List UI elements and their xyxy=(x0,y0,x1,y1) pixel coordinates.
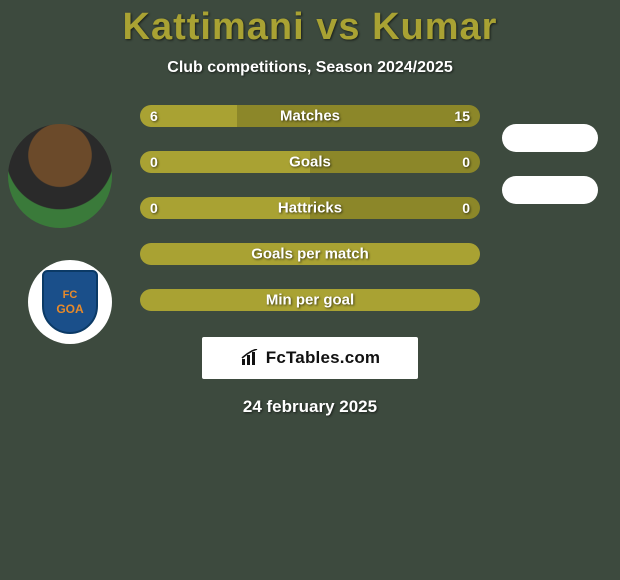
bar-left xyxy=(140,151,310,173)
bar-chart-icon xyxy=(240,349,262,367)
page-title: Kattimani vs Kumar xyxy=(0,0,620,49)
row-label: Goals per match xyxy=(251,246,369,263)
right-pill-1 xyxy=(502,124,598,152)
row-value-left: 0 xyxy=(150,200,158,216)
right-pill-2 xyxy=(502,176,598,204)
row-label: Goals xyxy=(289,154,331,171)
row-label: Matches xyxy=(280,108,340,125)
club-badge-goa: GOA xyxy=(56,303,83,315)
club-badge-fc: FC xyxy=(63,290,78,301)
row-goals: 0 Goals 0 xyxy=(140,151,480,173)
club-avatar: FC GOA xyxy=(28,260,112,344)
subtitle: Club competitions, Season 2024/2025 xyxy=(0,59,620,77)
row-goals-per-match: Goals per match xyxy=(140,243,480,265)
club-badge: FC GOA xyxy=(42,270,98,334)
row-value-left: 0 xyxy=(150,154,158,170)
footer-logo: FcTables.com xyxy=(202,337,418,379)
bar-right xyxy=(237,105,480,127)
row-min-per-goal: Min per goal xyxy=(140,289,480,311)
row-matches: 6 Matches 15 xyxy=(140,105,480,127)
row-value-right: 0 xyxy=(462,200,470,216)
row-hattricks: 0 Hattricks 0 xyxy=(140,197,480,219)
row-value-left: 6 xyxy=(150,108,158,124)
row-label: Min per goal xyxy=(266,292,354,309)
row-label: Hattricks xyxy=(278,200,342,217)
date: 24 february 2025 xyxy=(0,397,620,417)
footer-logo-text: FcTables.com xyxy=(266,348,381,368)
bar-right xyxy=(310,151,480,173)
row-value-right: 0 xyxy=(462,154,470,170)
player-avatar xyxy=(8,124,112,228)
row-value-right: 15 xyxy=(454,108,470,124)
